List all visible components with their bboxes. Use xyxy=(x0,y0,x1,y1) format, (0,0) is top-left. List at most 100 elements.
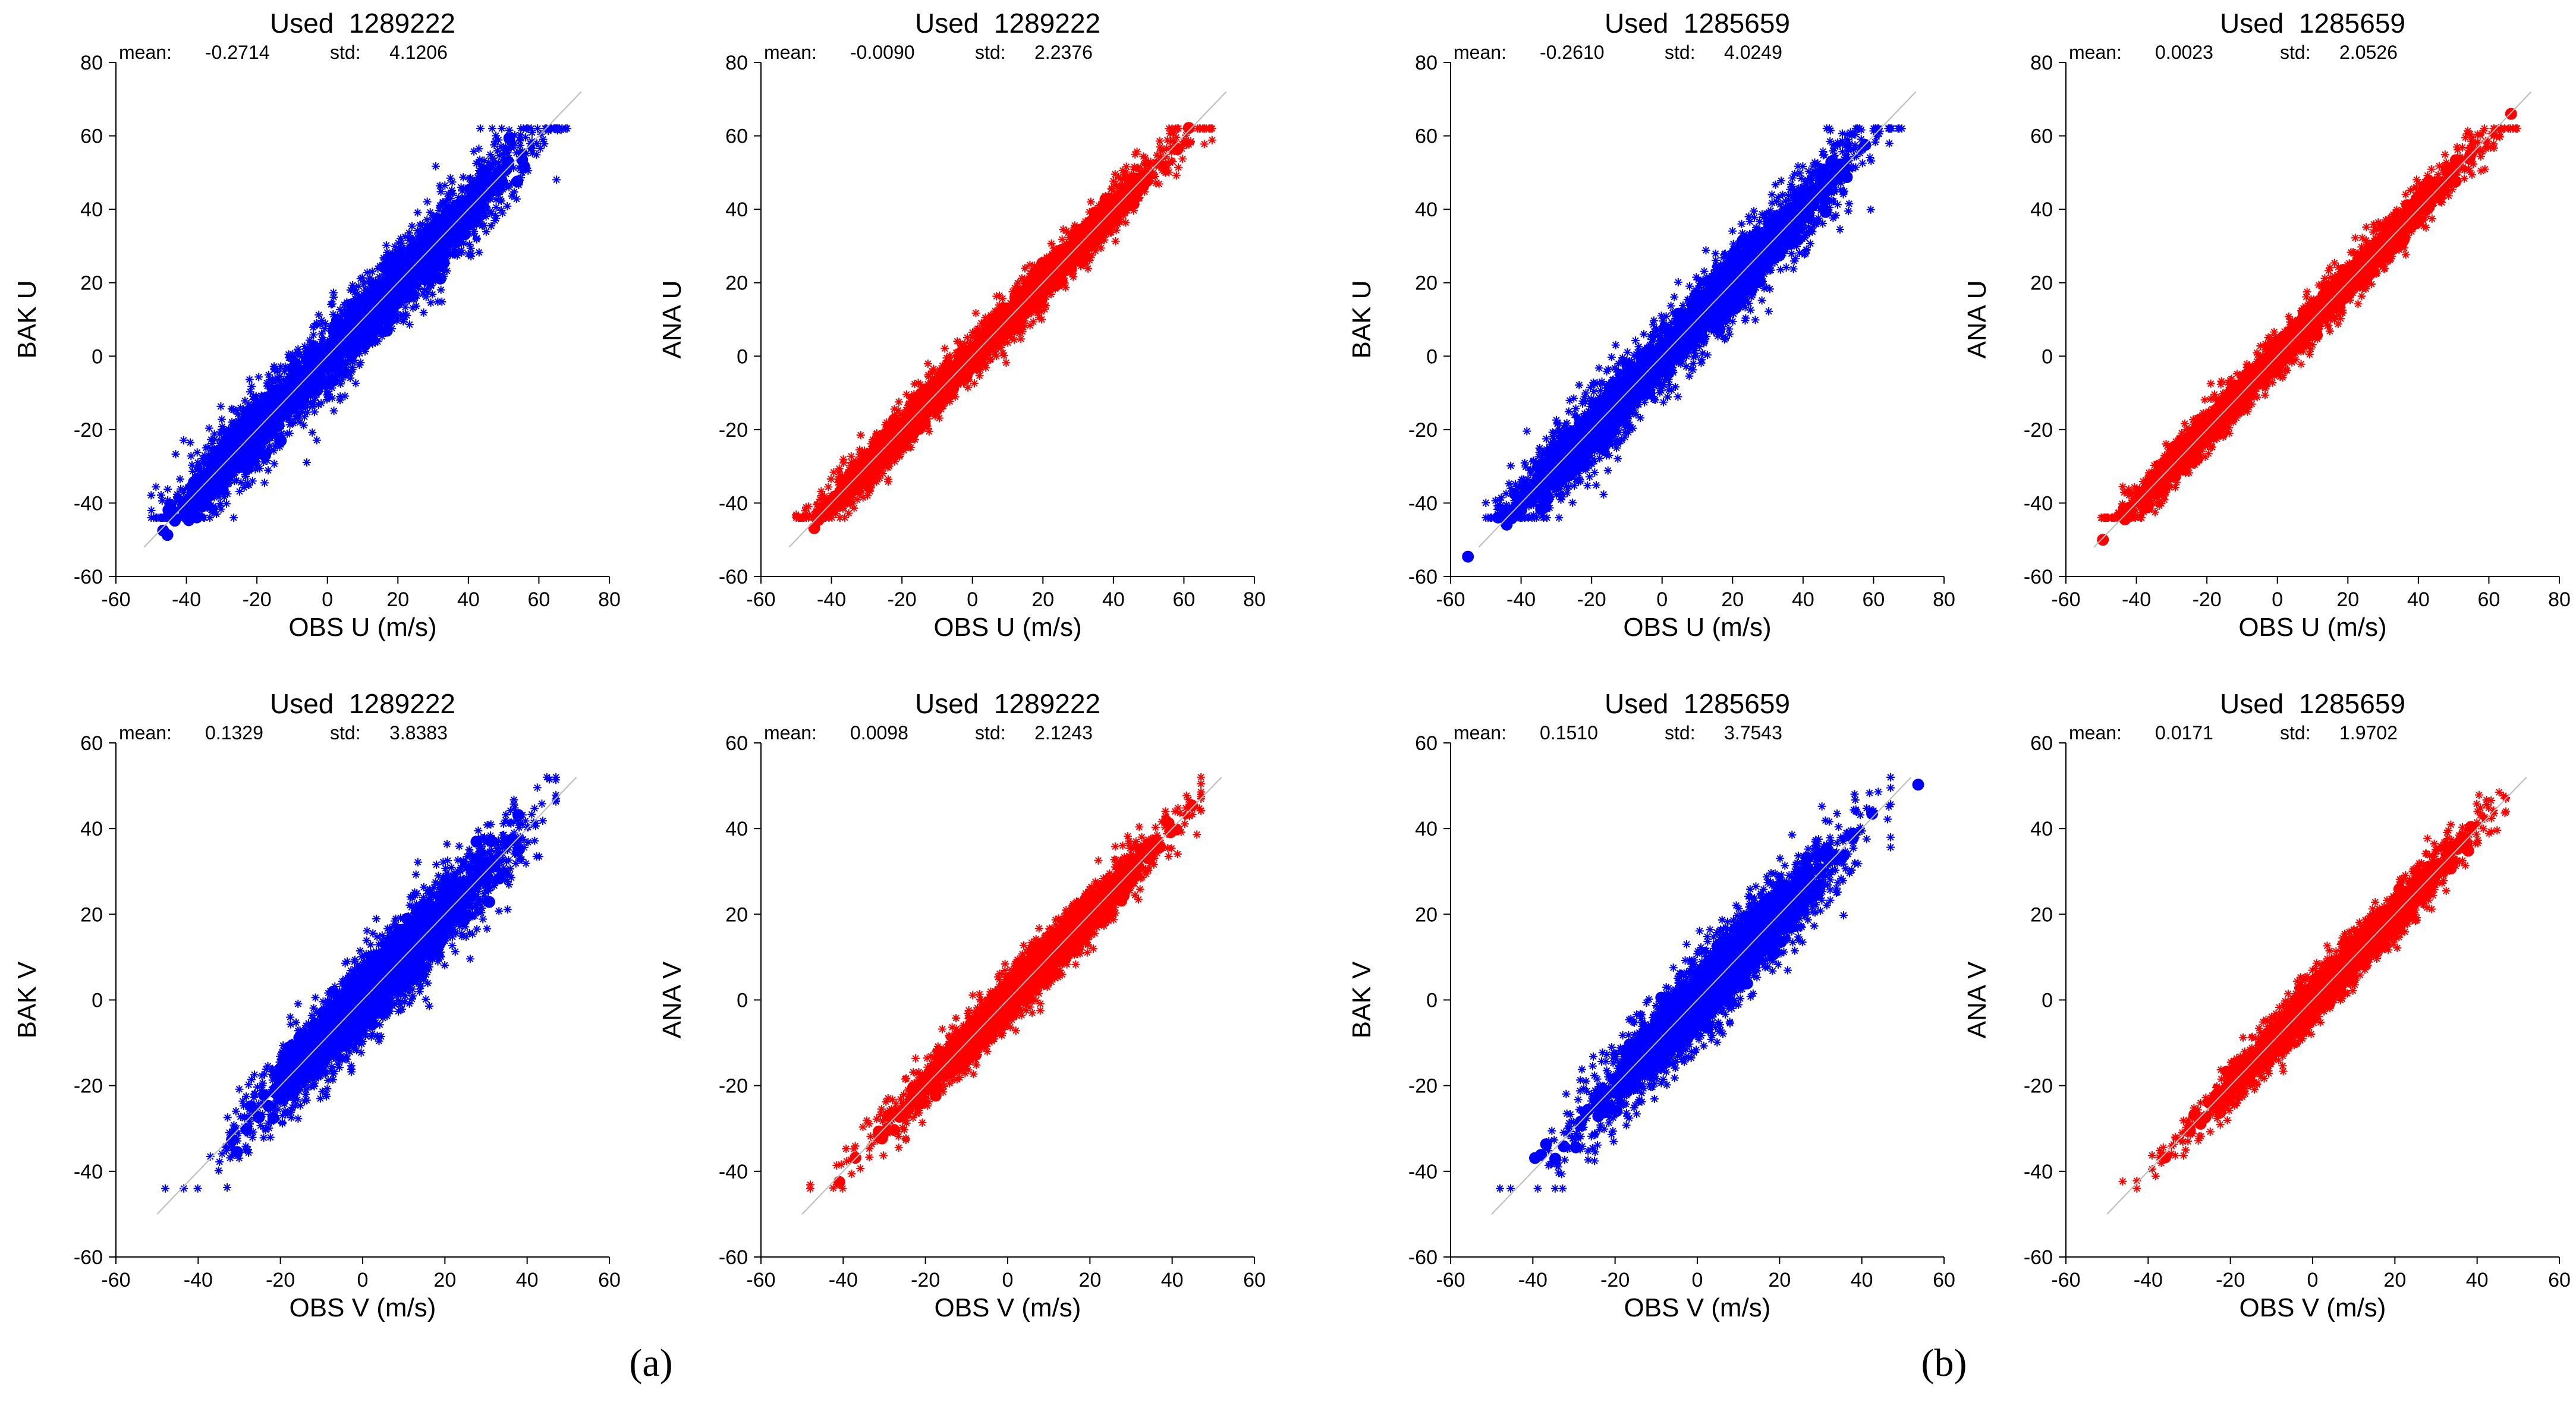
y-tick-label: 60 xyxy=(1415,125,1438,148)
y-tick-label: 40 xyxy=(80,199,103,221)
scatter-density-core xyxy=(1529,779,1924,1165)
x-tick-label: -40 xyxy=(2134,1269,2163,1291)
x-axis-label: OBS V (m/s) xyxy=(935,1293,1081,1322)
x-tick-label: 20 xyxy=(2336,588,2359,611)
y-tick-label: -40 xyxy=(2024,492,2053,515)
y-tick-label: -60 xyxy=(1408,566,1438,588)
x-tick-label: 60 xyxy=(1863,588,1885,611)
x-tick-label: 80 xyxy=(1243,588,1266,611)
scatter-points-a-bak-v xyxy=(161,773,561,1193)
std-label: std: xyxy=(330,42,361,63)
y-tick-label: 20 xyxy=(2030,272,2053,295)
y-tick-label: 0 xyxy=(92,345,103,368)
x-tick-label: 80 xyxy=(1933,588,1955,611)
scatter-density-core xyxy=(2159,821,2477,1164)
diagonal-line xyxy=(801,776,1222,1215)
y-tick-label: -40 xyxy=(1408,1161,1438,1183)
panel-label-a: (a) xyxy=(629,1341,672,1385)
diagonal-line xyxy=(2093,91,2532,548)
y-tick-label: -60 xyxy=(2024,1246,2053,1269)
y-tick-label: 20 xyxy=(2030,903,2053,926)
x-tick-label: 60 xyxy=(2548,1269,2571,1291)
chart-title: Used 1289222 xyxy=(915,688,1100,719)
y-axis-label: BAK U xyxy=(12,280,42,358)
y-tick-label: -60 xyxy=(2024,566,2053,588)
x-tick-label: 0 xyxy=(2307,1269,2319,1291)
scatter-density-core xyxy=(226,809,525,1158)
y-tick-label: 40 xyxy=(1415,818,1438,840)
y-tick-label: 20 xyxy=(1415,903,1438,926)
mean-value: 0.0098 xyxy=(850,722,908,743)
y-tick-label: 0 xyxy=(1426,345,1438,368)
std-value: 2.0526 xyxy=(2339,42,2398,63)
y-tick-label: -60 xyxy=(719,566,748,588)
y-tick-label: -40 xyxy=(74,492,103,515)
y-axis-label: BAK U xyxy=(1347,280,1376,358)
y-axis-label: ANA U xyxy=(1962,280,1992,358)
std-label: std: xyxy=(975,722,1006,743)
x-tick-label: 40 xyxy=(2466,1269,2489,1291)
panel-label-b: (b) xyxy=(1921,1341,1967,1385)
y-tick-label: 40 xyxy=(2030,199,2053,221)
std-value: 2.1243 xyxy=(1034,722,1093,743)
x-tick-label: 60 xyxy=(1173,588,1196,611)
x-tick-label: -20 xyxy=(2216,1269,2245,1291)
y-tick-label: 40 xyxy=(2030,818,2053,840)
std-value: 3.7543 xyxy=(1724,722,1782,743)
chart-title: Used 1285659 xyxy=(1605,8,1790,39)
x-tick-label: -60 xyxy=(2051,588,2080,611)
mean-value: 0.0023 xyxy=(2155,42,2213,63)
scatter-points-a-ana-u xyxy=(792,122,1216,534)
std-label: std: xyxy=(330,722,361,743)
y-tick-label: 20 xyxy=(80,903,103,926)
std-value: 2.2376 xyxy=(1034,42,1093,63)
scatter-density-core xyxy=(808,122,1195,534)
chart-title: Used 1285659 xyxy=(1605,688,1790,719)
std-label: std: xyxy=(1665,42,1696,63)
y-tick-label: 20 xyxy=(80,272,103,295)
mean-label: mean: xyxy=(1454,722,1506,743)
y-tick-label: 60 xyxy=(2030,125,2053,148)
x-tick-label: 0 xyxy=(357,1269,369,1291)
x-tick-label: 40 xyxy=(1161,1269,1184,1291)
mean-value: 0.1510 xyxy=(1540,722,1598,743)
x-tick-label: 60 xyxy=(2478,588,2500,611)
x-tick-label: -60 xyxy=(101,588,130,611)
chart-title: Used 1289222 xyxy=(915,8,1100,39)
y-tick-label: 0 xyxy=(1426,990,1438,1012)
x-tick-label: -20 xyxy=(1577,588,1606,611)
y-tick-label: 60 xyxy=(80,732,103,755)
std-label: std: xyxy=(2280,42,2311,63)
mean-value: -0.0090 xyxy=(850,42,915,63)
x-tick-label: 0 xyxy=(1692,1269,1703,1291)
chart-a-ana-v: -60 -40 -20 0 20 40 60 -60 -40 -20 0 20 40 60 OBS V (m… xyxy=(658,688,1266,1322)
chart-b-ana-u: -60 -40 -20 0 20 40 60 80 -60 -40 -20 0 20 40 60 80 OBS … xyxy=(1962,8,2571,642)
y-tick-label: -20 xyxy=(719,1075,748,1098)
x-tick-label: 40 xyxy=(1851,1269,1873,1291)
std-value: 4.0249 xyxy=(1724,42,1782,63)
x-tick-label: -40 xyxy=(172,588,201,611)
chart-title: Used 1285659 xyxy=(2220,688,2405,719)
chart-b-bak-u: -60 -40 -20 0 20 40 60 80 -60 -40 -20 0 20 40 60 80 OBS … xyxy=(1347,8,1955,642)
x-tick-label: 0 xyxy=(967,588,978,611)
x-tick-label: 0 xyxy=(1656,588,1668,611)
x-tick-label: -60 xyxy=(101,1269,130,1291)
x-tick-label: -20 xyxy=(888,588,917,611)
x-tick-label: 0 xyxy=(2272,588,2283,611)
y-tick-label: -60 xyxy=(74,1246,103,1269)
std-label: std: xyxy=(2280,722,2311,743)
chart-title: Used 1289222 xyxy=(270,8,455,39)
x-tick-label: -40 xyxy=(817,588,846,611)
diagonal-line xyxy=(143,91,582,548)
diagonal-line xyxy=(788,91,1227,548)
y-tick-label: 80 xyxy=(2030,52,2053,74)
scatter-points-b-bak-v xyxy=(1496,773,1924,1193)
chart-title: Used 1285659 xyxy=(2220,8,2405,39)
y-tick-label: -20 xyxy=(719,419,748,442)
x-tick-label: 80 xyxy=(2548,588,2571,611)
y-tick-label: 80 xyxy=(80,52,103,74)
x-tick-label: 20 xyxy=(386,588,409,611)
y-tick-label: -40 xyxy=(719,492,748,515)
scatter-points-a-bak-u xyxy=(147,124,571,541)
y-tick-label: 60 xyxy=(725,125,748,148)
